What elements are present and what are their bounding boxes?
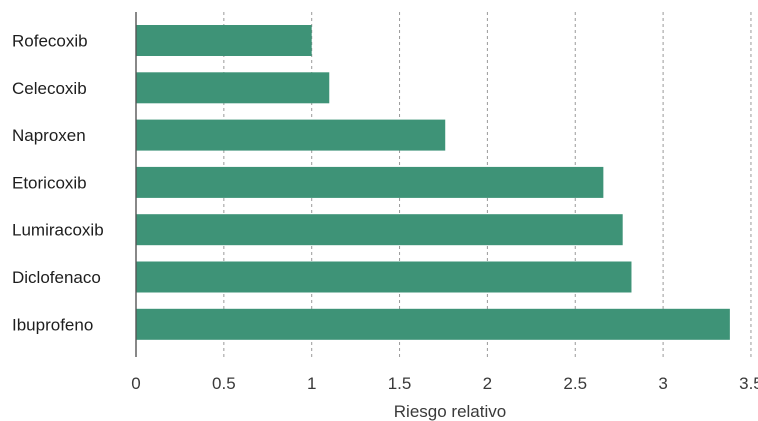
- bar: [136, 119, 446, 151]
- x-tick-label: 0: [131, 374, 140, 393]
- bar: [136, 308, 730, 340]
- category-label: Ibuprofeno: [12, 315, 93, 334]
- category-labels: Rofecoxib Celecoxib Naproxen Etoricoxib Lumi…: [12, 32, 104, 335]
- x-tick-labels: 0 0.5 1 1.5 2 2.5 3 3.5: [131, 374, 758, 393]
- x-tick-label: 1: [307, 374, 316, 393]
- category-label: Naproxen: [12, 126, 86, 145]
- x-tick-label: 1.5: [388, 374, 412, 393]
- x-tick-label: 3.5: [739, 374, 758, 393]
- x-tick-label: 2.5: [563, 374, 587, 393]
- x-axis-title: Riesgo relativo: [394, 402, 506, 421]
- bar: [136, 72, 330, 104]
- bars: [136, 25, 730, 340]
- category-label: Celecoxib: [12, 79, 87, 98]
- x-tick-label: 2: [483, 374, 492, 393]
- bar: [136, 25, 312, 56]
- category-label: Etoricoxib: [12, 173, 87, 192]
- x-tick-label: 0.5: [212, 374, 236, 393]
- category-label: Rofecoxib: [12, 32, 88, 51]
- category-label: Lumiracoxib: [12, 221, 104, 240]
- bar: [136, 261, 632, 293]
- category-label: Diclofenaco: [12, 268, 101, 287]
- bar: [136, 166, 604, 198]
- x-tick-label: 3: [658, 374, 667, 393]
- bar: [136, 214, 623, 246]
